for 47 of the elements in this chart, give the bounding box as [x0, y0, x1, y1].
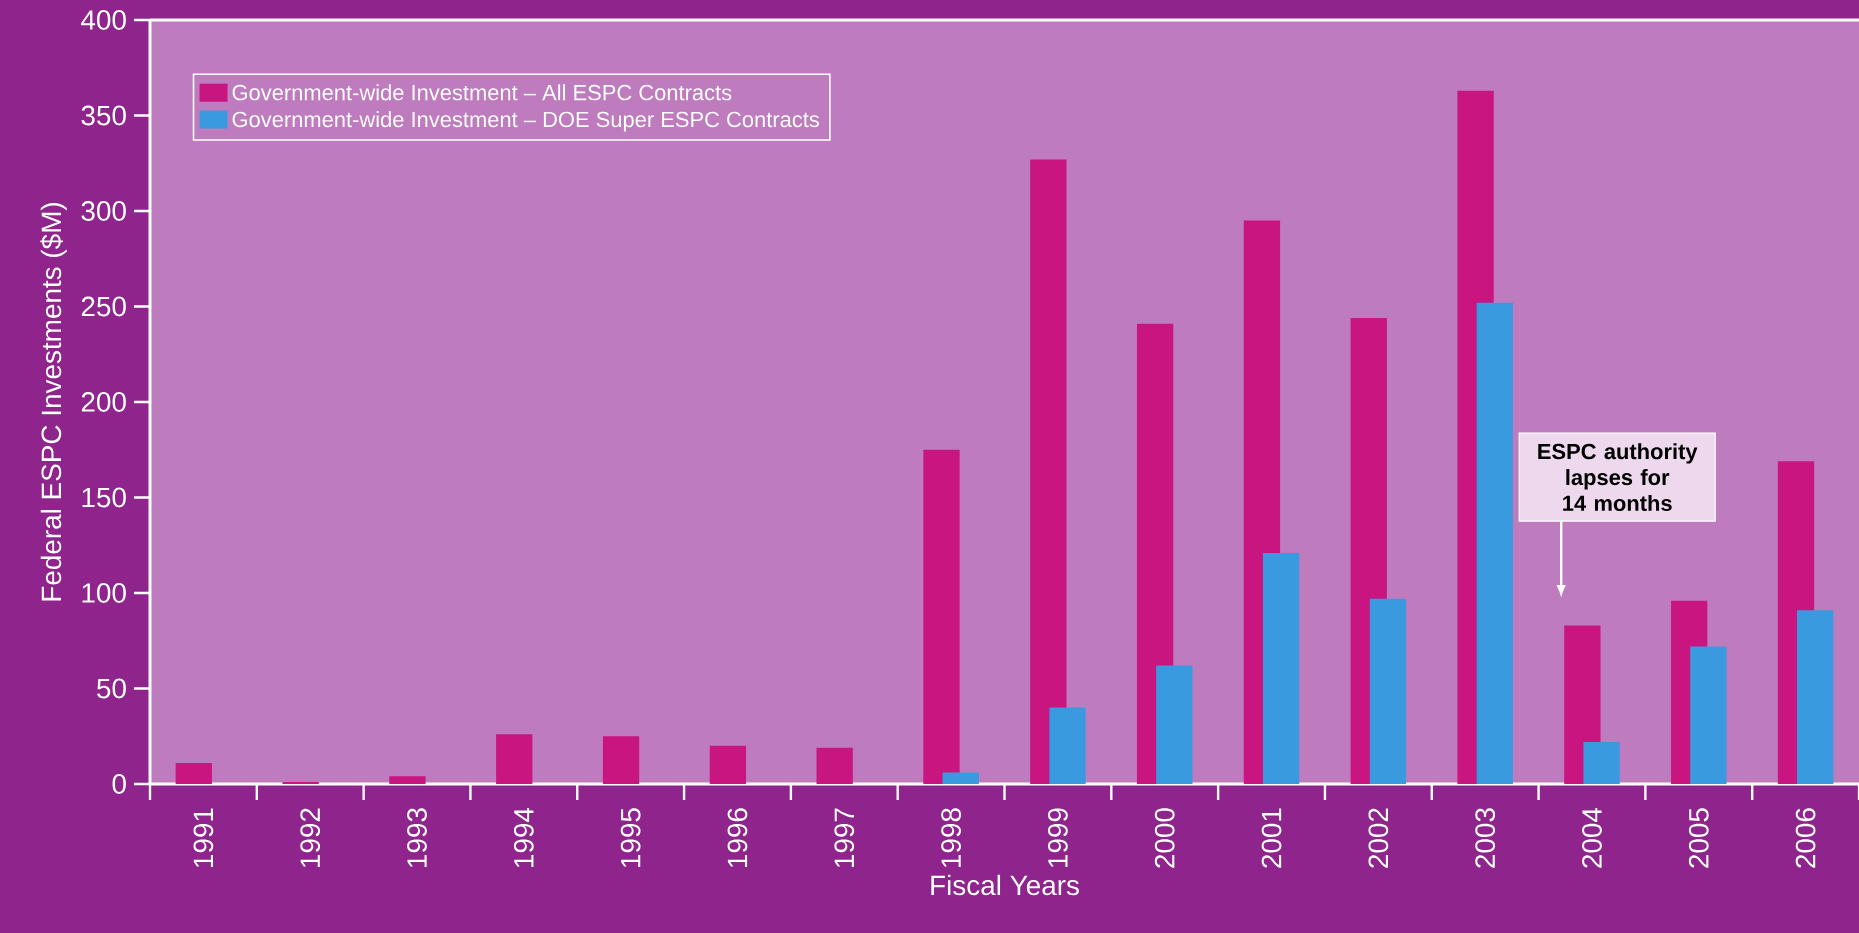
bar — [1690, 646, 1727, 784]
x-tick-label: 1998 — [941, 808, 961, 867]
bar — [1797, 610, 1834, 784]
x-tick-label: 2005 — [1688, 808, 1709, 868]
bar — [1156, 665, 1193, 784]
bar — [816, 747, 853, 784]
x-tick-label: 1999 — [1048, 808, 1068, 867]
annotation: ESPC authority lapses for 14 months — [1538, 443, 1698, 512]
y-tick-label: 300 — [81, 201, 126, 221]
x-tick-label: 2006 — [1795, 808, 1816, 868]
bar — [923, 449, 960, 784]
bar — [1369, 598, 1407, 784]
y-tick-label: 0 — [112, 774, 126, 794]
y-tick-label: 50 — [97, 678, 126, 699]
y-tick-label: 400 — [81, 10, 126, 30]
bar — [602, 736, 640, 784]
bar — [942, 772, 979, 784]
bar — [1030, 159, 1067, 784]
x-tick-label: 1994 — [513, 807, 534, 867]
x-tick-label: 1996 — [727, 808, 748, 867]
bar — [709, 745, 747, 784]
x-tick-label: 1992 — [300, 808, 321, 867]
x-tick-label: 1997 — [834, 808, 855, 867]
x-tick-label: 1991 — [193, 808, 214, 867]
x-tick-label: 1995 — [620, 808, 641, 867]
bar — [1583, 741, 1620, 784]
bar — [1476, 302, 1513, 784]
bar — [175, 762, 212, 784]
bar — [1263, 552, 1300, 784]
y-tick-label: 100 — [82, 583, 126, 603]
y-tick-label: 200 — [81, 392, 126, 412]
x-tick-label: 2003 — [1475, 808, 1496, 868]
y-axis-title: Federal ESPC Investments ($M) — [40, 203, 67, 601]
y-tick-label: 250 — [81, 296, 126, 317]
x-tick-label: 2001 — [1261, 808, 1282, 868]
bar — [1049, 707, 1086, 784]
legend-label: Government-wide Investment – DOE Super ESPC Contracts — [232, 111, 820, 132]
x-tick-label: 2004 — [1582, 807, 1602, 868]
x-tick-label: 2002 — [1368, 808, 1389, 868]
y-tick-label: 350 — [81, 105, 126, 126]
x-tick-label: 1993 — [407, 808, 427, 867]
bar — [389, 776, 426, 784]
bar — [496, 734, 533, 784]
y-tick-label: 150 — [82, 487, 126, 508]
x-tick-label: 2000 — [1154, 808, 1175, 868]
x-axis-title: Fiscal Years — [931, 874, 1079, 896]
legend-label: Government-wide Investment – All ESPC Contracts — [232, 84, 732, 101]
